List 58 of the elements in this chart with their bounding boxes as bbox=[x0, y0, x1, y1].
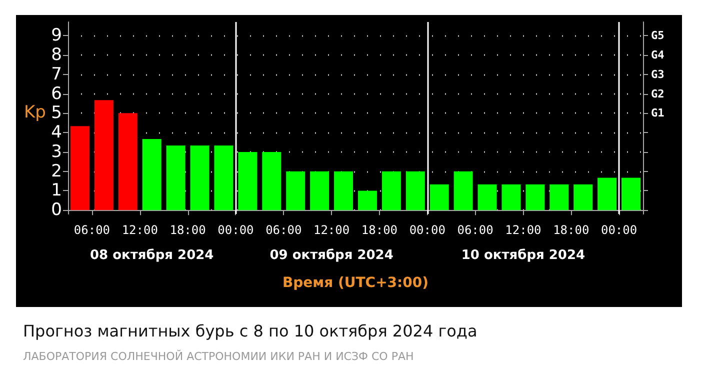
x-tick-label: 06:00 bbox=[74, 223, 110, 237]
text: 10 октября 2024 bbox=[461, 248, 586, 263]
y-tick-label: 0 bbox=[51, 200, 62, 220]
bar bbox=[382, 171, 401, 210]
bar bbox=[526, 184, 545, 210]
x-tick-label: 06:00 bbox=[266, 223, 302, 237]
y-axis-title: Kp bbox=[24, 102, 46, 122]
bar bbox=[166, 146, 186, 210]
y-tick-label: 8 bbox=[51, 44, 62, 65]
x-tick-label: 18:00 bbox=[553, 223, 590, 237]
bar bbox=[214, 146, 234, 210]
bar bbox=[430, 184, 449, 210]
y-tick-label: 9 bbox=[51, 26, 62, 46]
y-tick-label: 1 bbox=[51, 180, 62, 201]
bar bbox=[502, 184, 521, 210]
x-tick-label: 12:00 bbox=[122, 223, 158, 237]
text: 09 октября 2024 bbox=[270, 248, 394, 263]
x-tick-label: 18:00 bbox=[170, 223, 206, 237]
y-tick-label: 3 bbox=[51, 142, 62, 162]
bar bbox=[118, 113, 138, 210]
x-axis-title: Время (UTC+3:00) bbox=[282, 275, 429, 291]
bar bbox=[406, 171, 425, 210]
y-tick-label: 7 bbox=[51, 64, 62, 84]
x-tick-label: 00:00 bbox=[409, 223, 446, 237]
x-tick-label: 00:00 bbox=[218, 223, 254, 237]
y-tick-label: 4 bbox=[51, 122, 62, 143]
x-tick-label: 18:00 bbox=[361, 223, 398, 237]
category-label: G2 bbox=[651, 87, 664, 100]
bar bbox=[94, 100, 114, 210]
bar bbox=[286, 171, 306, 210]
x-tick-label: 06:00 bbox=[457, 223, 494, 237]
y-tick-label: 2 bbox=[51, 161, 62, 182]
x-tick-label: 12:00 bbox=[313, 223, 350, 237]
bar bbox=[622, 178, 641, 210]
category-label: G5 bbox=[651, 29, 664, 42]
bar bbox=[454, 171, 473, 210]
y-tick-label: 5 bbox=[51, 103, 62, 124]
bar bbox=[70, 126, 90, 210]
y-tick-label: 6 bbox=[51, 84, 62, 104]
x-tick-label: 12:00 bbox=[505, 223, 542, 237]
bar bbox=[478, 184, 497, 210]
x-tick-label: 00:00 bbox=[600, 223, 638, 237]
bar bbox=[358, 190, 377, 210]
category-label: G3 bbox=[651, 68, 664, 81]
bar bbox=[142, 138, 162, 210]
bar bbox=[598, 178, 617, 210]
text: Прогноз магнитных бурь с 8 по 10 октября 2024 года bbox=[23, 322, 478, 340]
bar bbox=[334, 171, 354, 210]
bar bbox=[550, 184, 569, 210]
bar bbox=[262, 152, 282, 210]
bar bbox=[574, 184, 593, 210]
bar bbox=[238, 152, 258, 210]
text: ЛАБОРАТОРИЯ СОЛНЕЧНОЙ АСТРОНОМИИ ИКИ РАН И ИСЗФ СО РАН bbox=[23, 349, 414, 363]
text: 08 октября 2024 bbox=[90, 248, 214, 263]
bar bbox=[190, 146, 210, 210]
bar bbox=[310, 171, 330, 210]
category-label: G1 bbox=[651, 106, 664, 120]
category-label: G4 bbox=[651, 48, 664, 62]
